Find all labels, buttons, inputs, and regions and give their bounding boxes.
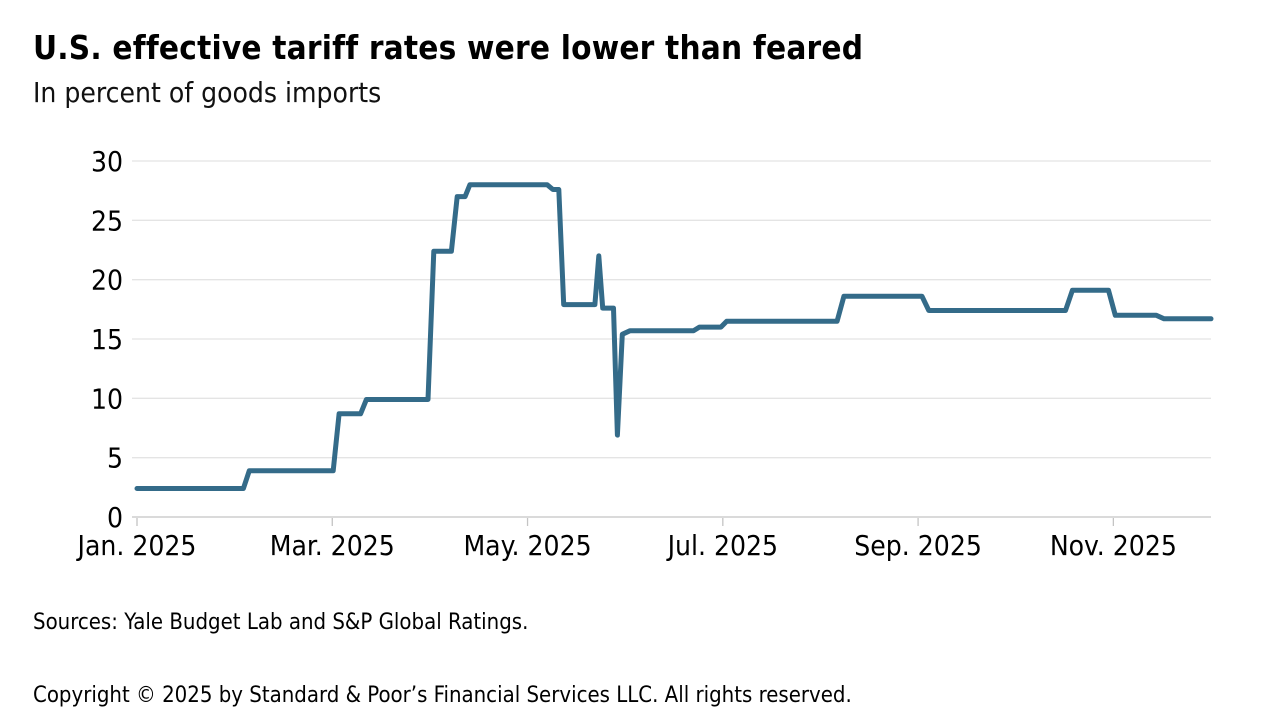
y-tick-label: 10 bbox=[91, 382, 123, 415]
y-tick-label: 25 bbox=[91, 204, 123, 237]
x-tick-label: Jan. 2025 bbox=[76, 529, 197, 562]
x-tick-label: Sep. 2025 bbox=[854, 529, 982, 562]
sources-note: Sources: Yale Budget Lab and S&P Global … bbox=[33, 610, 529, 635]
y-tick-label: 15 bbox=[91, 323, 123, 356]
x-tick-label: Nov. 2025 bbox=[1050, 529, 1177, 562]
copyright-note: Copyright © 2025 by Standard & Poor’s Fi… bbox=[33, 683, 852, 708]
chart-title: U.S. effective tariff rates were lower t… bbox=[33, 28, 864, 67]
y-tick-label: 30 bbox=[91, 145, 123, 178]
y-tick-label: 0 bbox=[107, 501, 123, 534]
x-tick-label: May. 2025 bbox=[463, 529, 591, 562]
chart-subtitle: In percent of goods imports bbox=[33, 76, 382, 109]
y-tick-label: 5 bbox=[107, 442, 123, 475]
series-line-effective-tariff-rate bbox=[134, 182, 1214, 491]
x-tick-label: Jul. 2025 bbox=[666, 529, 778, 562]
y-tick-label: 20 bbox=[91, 264, 123, 297]
x-tick-label: Mar. 2025 bbox=[270, 529, 395, 562]
